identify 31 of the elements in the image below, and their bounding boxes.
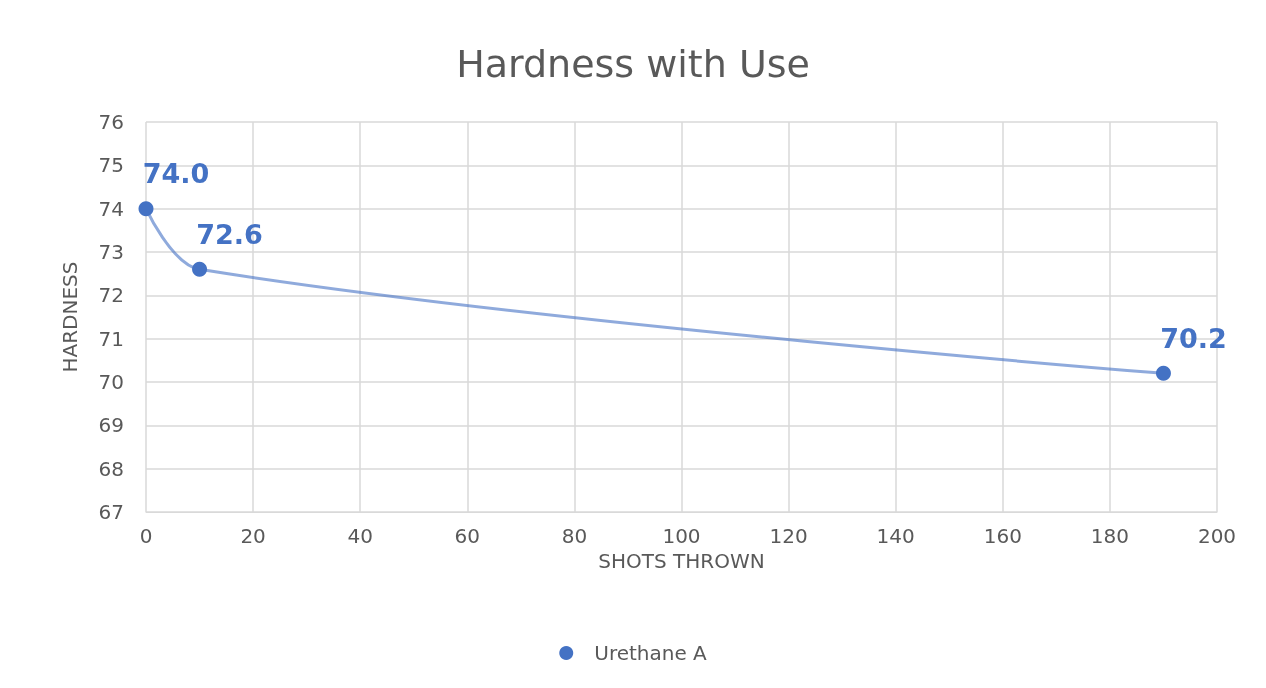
legend-label: Urethane A	[594, 641, 708, 665]
data-label: 74.0	[142, 158, 210, 190]
x-tick-label: 120	[769, 524, 808, 548]
y-tick-label: 74	[98, 196, 124, 221]
x-tick-label: 60	[454, 524, 481, 548]
x-tick-label: 200	[1197, 524, 1237, 548]
x-axis-title: SHOTS THROWN	[598, 548, 765, 573]
y-tick-label: 70	[98, 370, 124, 394]
y-tick-label: 75	[98, 153, 124, 178]
point	[192, 261, 208, 277]
point	[1155, 365, 1171, 381]
y-tick-label: 73	[98, 240, 124, 264]
y-tick-label: 69	[98, 413, 124, 438]
x-tick-label: 140	[876, 524, 915, 548]
y-axis-title: HARDNESS	[58, 261, 82, 373]
data-label: 70.2	[1160, 322, 1227, 354]
y-tick-label: 67	[98, 500, 124, 524]
x-tick-label: 80	[561, 524, 588, 548]
point	[138, 201, 154, 217]
y-tick-label: 76	[98, 110, 124, 134]
chart-title: Hardness with Use	[456, 42, 810, 86]
x-tick-label: 40	[347, 524, 373, 548]
y-tick-label: 71	[98, 326, 124, 351]
x-tick-label: 20	[240, 524, 266, 548]
y-tick-label: 72	[98, 283, 124, 308]
x-tick-label: 0	[139, 524, 153, 548]
x-tick-label: 100	[662, 524, 701, 548]
data-label: 72.6	[196, 218, 263, 250]
x-tick-label: 180	[1090, 524, 1129, 548]
y-tick-label: 68	[98, 456, 124, 481]
x-tick-label: 160	[983, 524, 1022, 548]
